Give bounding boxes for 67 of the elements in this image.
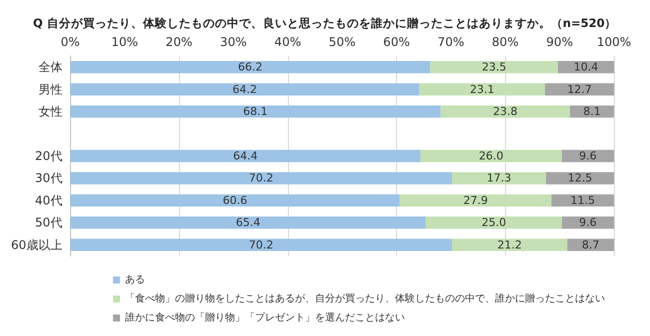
y-tick-label: 60歳以上: [10, 238, 62, 252]
data-label: 23.1: [470, 82, 494, 96]
x-tick-label: 100%: [596, 35, 632, 49]
bar: [70, 194, 400, 207]
x-tick-label: 10%: [111, 35, 138, 49]
bar: [420, 150, 562, 162]
y-tick-label: 20代: [34, 149, 62, 163]
data-label: 68.1: [243, 105, 268, 118]
x-tick-label: 30%: [220, 35, 247, 49]
data-label: 27.9: [463, 194, 488, 207]
data-label: 26.0: [478, 150, 504, 162]
data-label: 8.7: [582, 238, 600, 252]
data-label: 21.2: [497, 238, 522, 252]
x-tick-label: 40%: [274, 35, 302, 49]
bar: [70, 61, 430, 74]
data-label: 12.7: [567, 82, 592, 96]
bar: [426, 216, 562, 229]
bar: [562, 216, 614, 229]
chart-title: Q 自分が買ったり、体験したものの中で、良いと思ったものを誰かに贈ったことはありますか。（n=520）: [33, 16, 617, 30]
x-tick-label: 50%: [328, 35, 356, 49]
legend-label: ある: [125, 274, 145, 286]
bar: [430, 61, 558, 74]
data-label: 23.8: [493, 105, 518, 118]
data-label: 12.5: [568, 172, 592, 185]
data-label: 8.1: [583, 105, 601, 118]
bar: [70, 150, 420, 162]
bar: [70, 83, 420, 96]
data-label: 65.4: [236, 216, 260, 230]
y-tick-label: 30代: [34, 171, 62, 186]
data-label: 9.6: [579, 216, 597, 230]
bar: [440, 105, 570, 118]
y-tick-label: 50代: [34, 216, 62, 230]
legend-label: 誰かに食べ物の「贈り物」「プレゼント」を選んだことはない: [125, 312, 405, 324]
x-tick-label: 20%: [166, 35, 192, 49]
data-label: 9.6: [579, 150, 597, 162]
data-label: 11.5: [570, 194, 595, 207]
x-tick-label: 70%: [438, 35, 464, 49]
x-tick-label: 0%: [60, 35, 80, 49]
bar: [452, 172, 546, 184]
data-label: 66.2: [238, 60, 262, 74]
data-label: 64.4: [233, 150, 258, 162]
bar: [70, 172, 452, 184]
data-label: 23.5: [482, 60, 506, 74]
bar: [70, 105, 441, 118]
bar: [400, 194, 552, 207]
y-tick-label: 全体: [38, 60, 62, 74]
y-tick-label: 女性: [38, 104, 62, 119]
data-label: 64.2: [232, 82, 258, 96]
bar: [551, 194, 614, 207]
x-tick-label: 80%: [492, 35, 519, 49]
x-tick-label: 60%: [383, 35, 410, 49]
bar: [70, 238, 452, 251]
data-label: 70.2: [248, 238, 274, 252]
bar: [452, 238, 568, 251]
x-tick-label: 90%: [546, 35, 573, 49]
bar: [419, 83, 545, 96]
bar: [546, 172, 614, 184]
y-tick-label: 男性: [38, 82, 62, 96]
data-label: 17.3: [486, 172, 512, 185]
data-label: 60.6: [222, 194, 248, 207]
data-label: 70.2: [248, 172, 274, 185]
y-tick-label: 40代: [34, 193, 62, 208]
data-label: 25.0: [482, 216, 506, 230]
bar: [544, 83, 614, 96]
bar: [70, 216, 426, 229]
data-label: 10.4: [574, 60, 598, 74]
legend-label: 「食べ物」の贈り物をしたことはあるが、自分が買ったり、体験したものの中で、誰かに贈ったことはない: [125, 292, 605, 304]
